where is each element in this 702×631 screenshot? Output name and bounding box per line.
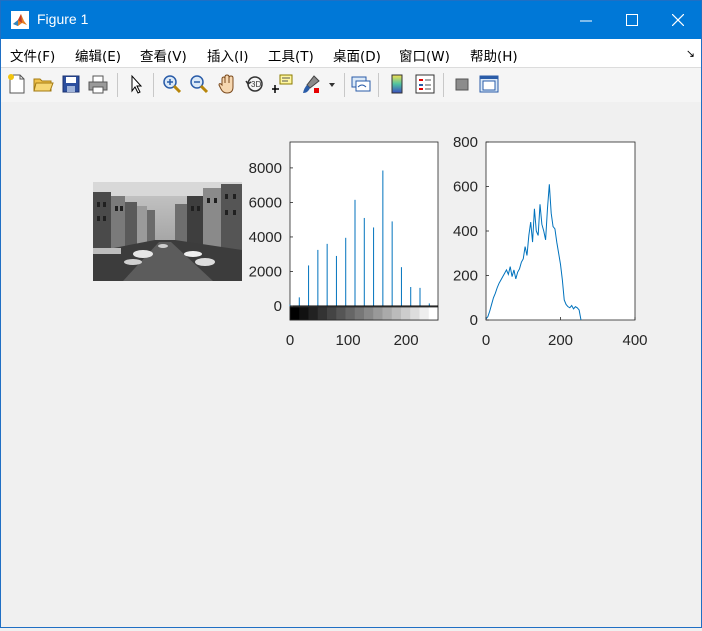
matlab-logo-icon (11, 11, 29, 29)
new-figure-icon[interactable] (6, 73, 28, 95)
x-tick-label: 0 (286, 332, 294, 349)
open-file-icon[interactable] (32, 73, 54, 95)
y-tick-label: 6000 (249, 194, 282, 211)
x-tick-label: 200 (394, 332, 419, 349)
colorbar-frame (289, 306, 439, 321)
y-tick-label: 2000 (249, 263, 282, 280)
colorbar-swatch (410, 307, 420, 320)
y-tick-label: 200 (453, 268, 478, 285)
histogram-bars (289, 170, 430, 306)
line-plot-area (485, 141, 636, 321)
y-tick-label: 400 (453, 223, 478, 240)
histogram-x-ticks: 0 100 200 (286, 332, 419, 349)
minimize-icon (580, 20, 592, 22)
y-tick-label: 0 (470, 312, 478, 329)
colorbar-swatch (401, 307, 411, 320)
toolbar-separator (344, 73, 345, 97)
menu-edit[interactable]: 编辑(E) (75, 49, 122, 65)
chevron-down-icon[interactable] (328, 81, 336, 89)
menu-help[interactable]: 帮助(H) (470, 49, 518, 65)
colorbar-swatch (428, 307, 439, 320)
x-tick-label: 200 (548, 332, 573, 349)
y-tick-label: 8000 (249, 160, 282, 177)
histogram-y-ticks: 0 2000 4000 6000 8000 (249, 160, 293, 315)
figure-canvas[interactable]: 0 2000 4000 6000 8000 0 100 200 0 200 400 600 800 … (1, 102, 701, 627)
brush-icon[interactable] (300, 73, 322, 95)
minimize-button[interactable] (563, 1, 609, 39)
colorbar-icon[interactable] (386, 73, 408, 95)
toolbar-separator (117, 73, 118, 97)
colorbar-swatch (419, 307, 430, 320)
menu-desktop[interactable]: 桌面(D) (333, 49, 381, 65)
colorbar-swatch (382, 307, 393, 320)
colorbar-swatch (364, 307, 374, 320)
link-plot-icon[interactable] (350, 73, 372, 95)
line-series (485, 184, 582, 321)
maximize-button[interactable] (609, 1, 655, 39)
window-title: Figure 1 (37, 11, 89, 27)
pointer-icon[interactable] (125, 73, 147, 95)
menu-insert[interactable]: 插入(I) (207, 49, 249, 65)
zoom-out-icon[interactable] (188, 73, 210, 95)
histogram-axes[interactable]: 0 2000 4000 6000 8000 0 100 200 (249, 141, 439, 349)
menu-tools[interactable]: 工具(T) (268, 49, 314, 65)
colorbar-swatch (373, 307, 383, 320)
y-tick-label: 800 (453, 134, 478, 151)
colorbar-swatch (327, 307, 337, 320)
line-x-ticks: 0 200 400 (482, 317, 648, 349)
data-cursor-icon[interactable] (272, 73, 294, 95)
title-bar[interactable]: Figure 1 (1, 1, 701, 39)
grayscale-image (93, 182, 242, 281)
figure-toolbar: 3D (1, 67, 701, 103)
histogram-gray-colorbar (289, 306, 439, 321)
line-y-ticks: 0 200 400 600 800 (453, 134, 489, 329)
toolbar-separator (153, 73, 154, 97)
menu-bar: 文件(F) 编辑(E) 查看(V) 插入(I) 工具(T) 桌面(D) 窗口(W… (1, 39, 701, 67)
colorbar-swatch (345, 307, 356, 320)
line-plot-axes[interactable]: 0 200 400 600 800 0 200 400 (453, 134, 648, 349)
colorbar-swatch (308, 307, 319, 320)
menu-window[interactable]: 窗口(W) (399, 49, 450, 65)
legend-icon[interactable] (414, 73, 436, 95)
colorbar-swatch (336, 307, 346, 320)
colorbar-swatch (299, 307, 309, 320)
x-tick-label: 0 (482, 332, 490, 349)
show-plot-tools-icon[interactable] (478, 73, 500, 95)
menu-view[interactable]: 查看(V) (140, 49, 187, 65)
zoom-in-icon[interactable] (161, 73, 183, 95)
pan-hand-icon[interactable] (216, 73, 238, 95)
colorbar-swatch (290, 307, 300, 320)
y-tick-label: 4000 (249, 229, 282, 246)
colorbar-swatch (354, 307, 365, 320)
y-tick-label: 0 (274, 298, 282, 315)
x-tick-label: 100 (336, 332, 361, 349)
toolbar-separator (378, 73, 379, 97)
svg-text:3D: 3D (251, 80, 261, 89)
hide-plot-tools-icon[interactable] (451, 73, 473, 95)
x-tick-label: 400 (622, 332, 647, 349)
close-icon (672, 14, 684, 26)
toolbar-separator (443, 73, 444, 97)
save-icon[interactable] (60, 73, 82, 95)
menu-dock-arrow-icon[interactable]: ↘ (685, 47, 695, 60)
y-tick-label: 600 (453, 179, 478, 196)
close-button[interactable] (655, 1, 701, 39)
colorbar-swatch (317, 307, 328, 320)
menu-file[interactable]: 文件(F) (10, 49, 56, 65)
rotate-3d-icon[interactable]: 3D (244, 73, 266, 95)
colorbar-swatch (391, 307, 402, 320)
maximize-icon (626, 14, 638, 26)
print-icon[interactable] (87, 73, 109, 95)
